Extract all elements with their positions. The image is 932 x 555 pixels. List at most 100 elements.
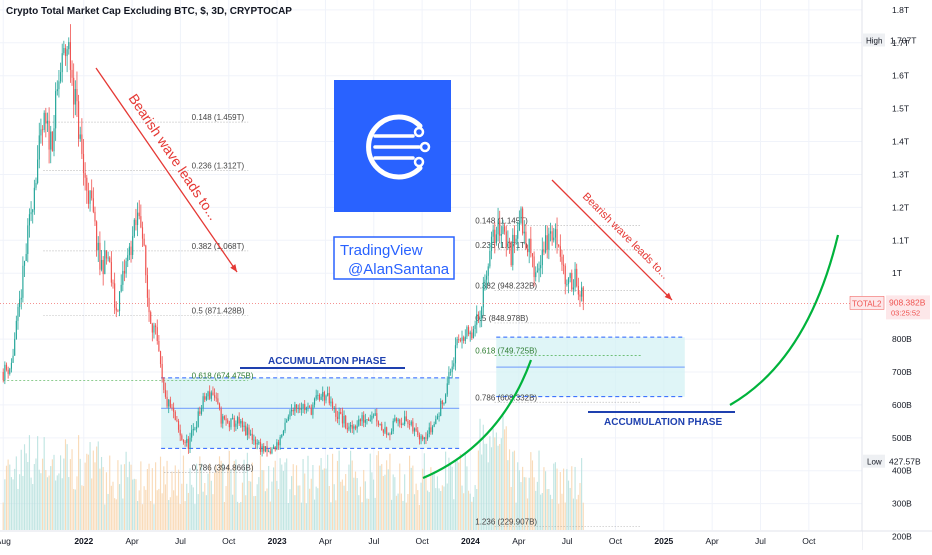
candle-body <box>187 438 189 449</box>
candle-body <box>235 423 237 427</box>
candle-body <box>4 364 6 381</box>
candle-body <box>17 306 19 321</box>
volume-bar <box>328 486 330 530</box>
volume-bar <box>435 488 437 530</box>
candle-body <box>79 134 81 139</box>
candle-body <box>320 396 322 400</box>
candle-body <box>418 435 420 440</box>
candle-body <box>531 253 534 257</box>
candle-body <box>507 241 509 248</box>
volume-bar <box>343 485 345 530</box>
candle-body <box>500 234 502 236</box>
volume-bar <box>161 493 163 530</box>
time-tick-label: Oct <box>416 536 430 546</box>
volume-bar <box>359 486 361 530</box>
candle-body <box>158 340 160 352</box>
volume-bar <box>277 489 280 530</box>
volume-bar <box>246 452 248 530</box>
candle-body <box>233 417 235 427</box>
volume-bar <box>497 445 499 530</box>
volume-bar <box>545 471 547 530</box>
candle-body <box>205 396 207 400</box>
candle-body <box>576 268 578 286</box>
candle-body <box>346 427 348 430</box>
candle-body <box>105 250 108 259</box>
candle-body <box>109 257 111 263</box>
volume-bar <box>331 453 334 530</box>
candles-layer <box>2 24 584 457</box>
candle-body <box>232 417 234 419</box>
volume-bar <box>89 442 91 530</box>
candle-body <box>523 231 525 234</box>
candle-body <box>271 448 273 454</box>
chart-title: Crypto Total Market Cap Excluding BTC, $… <box>6 6 292 17</box>
candle-body <box>107 257 109 259</box>
candle-body <box>230 418 232 428</box>
current-price-background <box>886 295 930 320</box>
volume-bar <box>446 483 448 530</box>
volume-bar <box>7 459 9 530</box>
volume-bar <box>412 465 414 530</box>
volume-bar <box>330 502 332 530</box>
candle-body <box>433 424 435 427</box>
price-tick-label: 1.7T <box>892 38 909 48</box>
volume-bar <box>214 472 216 530</box>
volume-bar <box>461 485 463 530</box>
candle-body <box>182 439 185 443</box>
volume-bar <box>315 486 317 530</box>
candle-body <box>445 394 447 404</box>
candle-body <box>453 363 455 367</box>
volume-bar <box>236 501 239 530</box>
candle-body <box>115 307 117 311</box>
candle-body <box>569 273 571 279</box>
candle-body <box>530 238 532 254</box>
candle-body <box>84 173 86 178</box>
candle-body <box>454 345 457 364</box>
volume-bar <box>15 456 17 530</box>
volume-bar <box>102 467 104 530</box>
candle-body <box>9 368 11 374</box>
volume-bar <box>364 481 366 530</box>
volume-bar <box>182 455 185 530</box>
volume-bar <box>327 454 329 530</box>
volume-layer <box>2 414 584 530</box>
candle-body <box>215 397 217 399</box>
candle-body <box>484 279 486 283</box>
volume-bar <box>84 462 86 530</box>
candle-body <box>225 418 227 421</box>
volume-bar <box>266 488 268 530</box>
candle-body <box>7 369 9 374</box>
candle-body <box>5 364 8 370</box>
volume-bar <box>28 435 31 530</box>
volume-bar <box>433 471 435 530</box>
candle-body <box>28 214 31 226</box>
volume-bar <box>320 458 322 530</box>
volume-bar <box>127 477 129 530</box>
volume-bar <box>548 488 550 530</box>
volume-bar <box>405 502 407 530</box>
candle-body <box>32 209 34 213</box>
volume-bar <box>381 464 383 530</box>
volume-bar <box>245 495 247 530</box>
volume-bar <box>33 464 35 530</box>
candle-body <box>82 154 85 174</box>
candle-body <box>48 120 50 150</box>
volume-bar <box>384 474 386 530</box>
zone-layer <box>161 336 685 449</box>
price-tick-label: 300B <box>892 499 912 509</box>
volume-bar <box>467 490 470 530</box>
volume-bar <box>254 495 257 530</box>
candle-body <box>156 327 158 341</box>
volume-bar <box>508 449 511 530</box>
candle-body <box>268 451 270 453</box>
volume-bar <box>87 454 89 530</box>
volume-bar <box>471 501 473 530</box>
volume-bar <box>407 493 409 530</box>
candle-body <box>548 233 550 250</box>
price-tick-label: 200B <box>892 532 912 542</box>
volume-bar <box>171 471 173 530</box>
volume-bar <box>204 482 206 530</box>
candle-body <box>125 261 127 274</box>
candle-body <box>45 112 47 124</box>
